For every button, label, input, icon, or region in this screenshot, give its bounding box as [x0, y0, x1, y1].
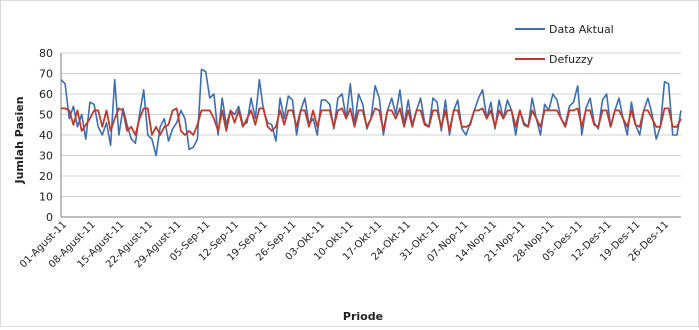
series-line-defuzzy [61, 107, 682, 136]
y-axis-label: Jumlah Pasien [13, 96, 26, 184]
y-tick-label: 80 [39, 47, 53, 60]
y-tick-label: 0 [46, 211, 53, 224]
y-tick-label: 70 [39, 68, 53, 81]
legend-label: Defuzzy [549, 53, 594, 66]
x-tick-labels: 01-Agust-1108-Agust-1115-Agust-1122-Agus… [18, 219, 671, 270]
gridlines [60, 52, 681, 218]
y-tick-label: 50 [39, 109, 53, 122]
y-tick-label: 10 [39, 191, 53, 204]
legend-label: Data Aktual [549, 23, 614, 36]
x-axis-label: Priode [343, 310, 383, 323]
legend: Data Aktual Defuzzy [515, 23, 614, 66]
y-tick-label: 30 [39, 150, 53, 163]
series-line-data-aktual [60, 68, 682, 157]
y-tick-labels: 0 10 20 30 40 50 60 70 80 [39, 47, 53, 224]
y-tick-label: 20 [39, 170, 53, 183]
y-tick-label: 60 [39, 88, 53, 101]
y-tick-label: 40 [39, 129, 53, 142]
series-lines [60, 68, 682, 157]
